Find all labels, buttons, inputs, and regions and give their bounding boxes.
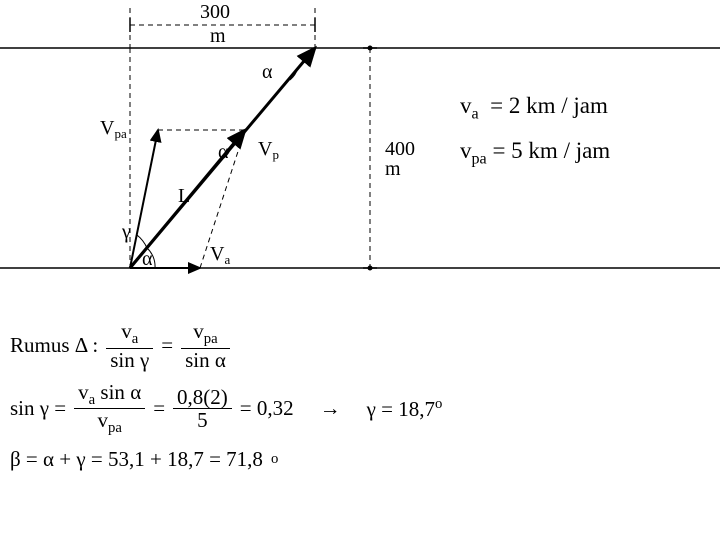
dim-300-unit: m	[210, 25, 226, 47]
label-Vpa: Vpa	[100, 117, 127, 141]
equals: =	[161, 333, 173, 358]
angle-gamma	[137, 235, 147, 248]
beta-text: β = α + γ = 53,1 + 18,7 = 71,8	[10, 447, 263, 472]
eq-beta: β = α + γ = 53,1 + 18,7 = 71,8 o	[10, 447, 442, 472]
label-alpha-bot: α	[142, 248, 153, 270]
dim-400-unit: m	[385, 158, 401, 180]
dim-dot	[368, 266, 373, 271]
given-values: va = 2 km / jam vpa = 5 km / jam	[460, 85, 610, 174]
arrow-icon: →	[320, 396, 341, 421]
eq-sin-gamma: sin γ = va sin α vpa = 0,8(2) 5 = 0,32 →…	[10, 381, 442, 437]
given-vpa: vpa = 5 km / jam	[460, 130, 610, 175]
label-L: L	[178, 185, 190, 207]
frac-numeric: 0,8(2) 5	[173, 386, 232, 431]
degree-symbol: o	[271, 451, 278, 468]
label-Va: Va	[210, 243, 230, 267]
result-032: = 0,32	[240, 396, 294, 421]
label-gamma: γ	[121, 221, 131, 243]
dim-400-value: 400	[385, 138, 415, 160]
equations: Rumus Δ : va sin γ = vpa sin α sin γ = v…	[10, 310, 442, 482]
label-alpha-mid: α	[218, 141, 229, 163]
frac-vasina-vpa: va sin α vpa	[74, 381, 145, 437]
frac-vpa-sinalpha: vpa sin α	[181, 320, 230, 371]
eq-rumus-delta: Rumus Δ : va sin γ = vpa sin α	[10, 320, 442, 371]
sin-gamma-lhs: sin γ =	[10, 396, 66, 421]
dim-300-value: 300	[200, 1, 230, 23]
frac-va-singamma: va sin γ	[106, 320, 153, 371]
dim-dot	[368, 46, 373, 51]
equals: =	[153, 396, 165, 421]
label-alpha-top: α	[262, 61, 273, 83]
gamma-result: γ = 18,7o	[367, 396, 443, 422]
given-va: va = 2 km / jam	[460, 85, 610, 130]
vector-diagram: 300 m 400 m α α α γ L Vpa Vp Va	[0, 0, 720, 300]
label-Vp: Vp	[258, 138, 279, 162]
diagram-svg: 300 m 400 m α α α γ L Vpa Vp Va	[0, 0, 720, 300]
rumus-label: Rumus Δ :	[10, 333, 98, 358]
